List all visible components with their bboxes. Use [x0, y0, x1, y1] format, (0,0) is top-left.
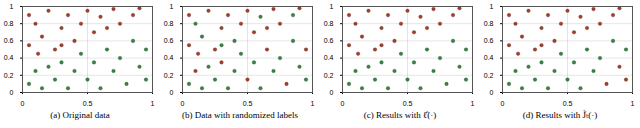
svg-text:1: 1 [471, 100, 475, 106]
svg-text:0.8: 0.8 [324, 20, 334, 27]
svg-text:0.5: 0.5 [83, 100, 93, 106]
svg-text:0.4: 0.4 [484, 54, 494, 61]
svg-text:0: 0 [170, 89, 174, 96]
svg-text:0: 0 [21, 100, 25, 106]
svg-text:1: 1 [330, 3, 334, 10]
svg-text:0: 0 [330, 89, 334, 96]
svg-text:1: 1 [631, 100, 635, 106]
svg-text:0.8: 0.8 [164, 20, 174, 27]
svg-text:1: 1 [151, 100, 155, 106]
svg-text:0.6: 0.6 [484, 37, 494, 44]
svg-text:0.6: 0.6 [164, 37, 174, 44]
svg-text:0.5: 0.5 [243, 100, 253, 106]
svg-text:0: 0 [10, 89, 14, 96]
svg-text:0.4: 0.4 [324, 54, 334, 61]
svg-text:0.4: 0.4 [164, 54, 174, 61]
svg-text:0.5: 0.5 [563, 100, 573, 106]
html-text:(c) Results with ℓ̂(·): (c) Results with ℓ̂(·) [363, 110, 437, 120]
svg-text:0.6: 0.6 [324, 37, 334, 44]
svg-text:1: 1 [170, 3, 174, 10]
svg-text:0.2: 0.2 [164, 72, 174, 79]
html-text:(d) Results with J̃ₜ(·): (d) Results with J̃ₜ(·) [522, 110, 598, 120]
svg-text:0.8: 0.8 [484, 20, 494, 27]
svg-text:0.6: 0.6 [4, 37, 14, 44]
html-text:(b) Data with randomized label: (b) Data with randomized labels [182, 110, 298, 120]
svg-text:0.2: 0.2 [484, 72, 494, 79]
svg-text:0: 0 [490, 89, 494, 96]
svg-text:0.4: 0.4 [4, 54, 14, 61]
svg-text:1: 1 [490, 3, 494, 10]
svg-text:0.2: 0.2 [4, 72, 14, 79]
svg-text:1: 1 [311, 100, 315, 106]
svg-text:0.5: 0.5 [403, 100, 413, 106]
svg-text:0: 0 [181, 100, 185, 106]
html-text:(a) Original data: (a) Original data [50, 110, 110, 120]
svg-text:1: 1 [10, 3, 14, 10]
svg-text:0.2: 0.2 [324, 72, 334, 79]
svg-text:0: 0 [501, 100, 505, 106]
svg-text:0.8: 0.8 [4, 20, 14, 27]
svg-text:0: 0 [341, 100, 345, 106]
